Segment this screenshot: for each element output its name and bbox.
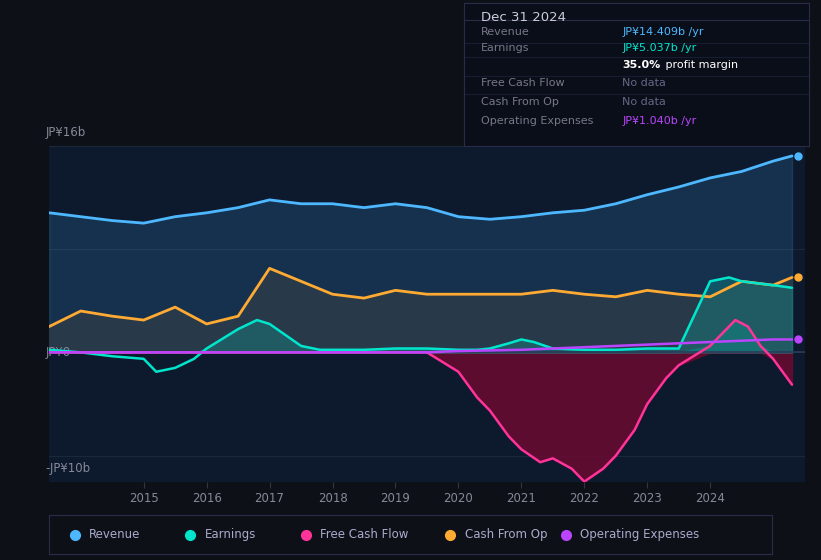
Text: Free Cash Flow: Free Cash Flow <box>320 528 409 542</box>
Text: JP¥1.040b /yr: JP¥1.040b /yr <box>622 116 697 127</box>
Text: No data: No data <box>622 78 667 88</box>
Text: Operating Expenses: Operating Expenses <box>481 116 594 127</box>
Text: JP¥14.409b /yr: JP¥14.409b /yr <box>622 27 704 37</box>
Text: Earnings: Earnings <box>481 44 530 54</box>
Text: -JP¥10b: -JP¥10b <box>45 462 90 475</box>
Text: profit margin: profit margin <box>662 60 738 70</box>
Text: No data: No data <box>622 97 667 107</box>
Text: Earnings: Earnings <box>204 528 256 542</box>
Text: JP¥0: JP¥0 <box>45 346 71 359</box>
Text: JP¥16b: JP¥16b <box>45 126 85 139</box>
Text: 35.0%: 35.0% <box>622 60 661 70</box>
Text: Dec 31 2024: Dec 31 2024 <box>481 11 566 24</box>
Text: Operating Expenses: Operating Expenses <box>580 528 699 542</box>
Text: Free Cash Flow: Free Cash Flow <box>481 78 565 88</box>
Text: Revenue: Revenue <box>481 27 530 37</box>
Text: Cash From Op: Cash From Op <box>465 528 547 542</box>
Text: Cash From Op: Cash From Op <box>481 97 559 107</box>
Text: Revenue: Revenue <box>89 528 140 542</box>
Text: JP¥5.037b /yr: JP¥5.037b /yr <box>622 44 697 54</box>
